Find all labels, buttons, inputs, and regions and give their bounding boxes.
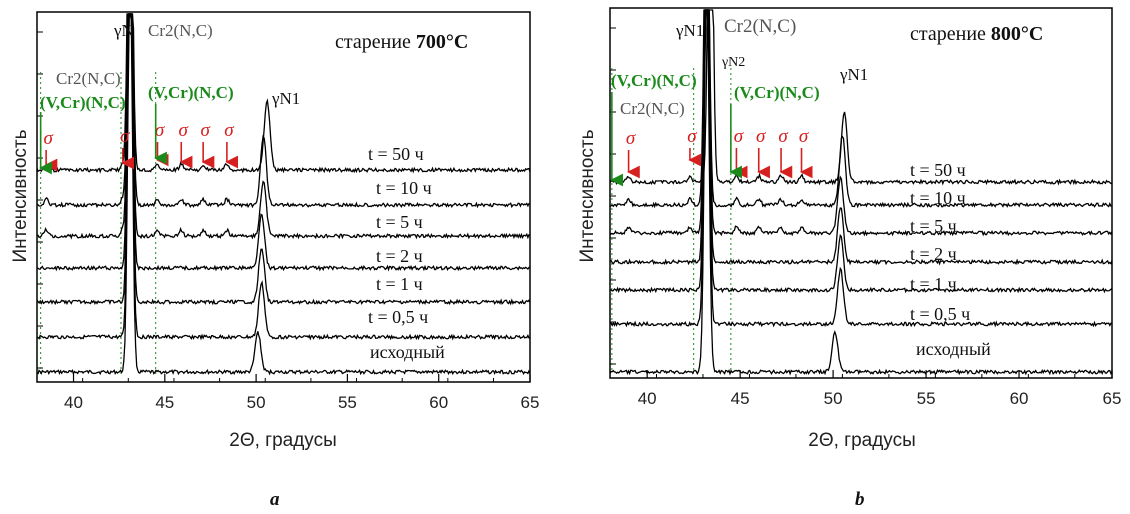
cr2nc-top-label: Cr2(N,C) (148, 21, 213, 40)
sigma-label: σ (224, 120, 234, 141)
sigma-label: σ (626, 128, 636, 149)
x-tick-label: 60 (429, 393, 448, 412)
series-label: исходный (916, 339, 991, 359)
gamma-n2-label: γN2 (721, 55, 745, 70)
x-tick-label: 55 (917, 389, 936, 408)
series-line (36, 13, 530, 341)
series-label: t = 5 ч (376, 212, 423, 232)
sigma-label: σ (120, 126, 130, 147)
series-line (36, 13, 531, 272)
y-axis-label: Интенсивность (577, 129, 598, 262)
x-axis-label: 2Θ, градусы (229, 430, 337, 451)
x-tick-label: 55 (338, 393, 357, 412)
y-axis-label: Интенсивность (10, 129, 31, 262)
cr2nc-left-label: Cr2(N,C) (56, 69, 121, 88)
sigma-label: σ (179, 120, 189, 141)
sigma-label: σ (799, 126, 809, 147)
vcrnc-left-label: (V,Cr)(N,C) (611, 71, 697, 90)
gamma-n1-top-label: γN1 (675, 21, 704, 40)
series-line (609, 9, 1113, 266)
chart-title: старение 700°C (335, 31, 468, 53)
series-label: t = 50 ч (368, 144, 424, 164)
series-label: t = 2 ч (376, 246, 423, 266)
series-line (36, 13, 531, 240)
gamma-n1-label: γN1 (271, 89, 300, 108)
x-tick-label: 65 (521, 393, 540, 412)
x-tick-label: 45 (155, 393, 174, 412)
series-label: t = 10 ч (376, 178, 432, 198)
title-value: 700°C (416, 31, 468, 53)
chart-title: старение 800°C (910, 23, 1043, 45)
sigma-label: σ (155, 120, 165, 141)
sigma-label: σ (200, 120, 210, 141)
y-ticks (610, 27, 616, 365)
gamma-n-label: γN (113, 21, 134, 40)
x-tick-label: 45 (731, 389, 750, 408)
series-line (36, 13, 531, 376)
series-labels: исходный t = 0,5 ч t = 1 ч t = 2 ч t = 5 ч t … (368, 144, 445, 362)
series-label: t = 0,5 ч (910, 304, 970, 324)
series-line (36, 13, 531, 209)
x-tick-labels: 40 45 50 55 60 65 (64, 393, 539, 412)
plot-frame (36, 11, 531, 383)
cr2nc-left-label: Cr2(N,C) (620, 99, 685, 118)
sigma-label: σ (43, 128, 53, 149)
vcrnc-right-label: (V,Cr)(N,C) (734, 83, 820, 102)
x-tick-label: 40 (64, 393, 83, 412)
series-label: t = 2 ч (910, 244, 957, 264)
series-label: t = 1 ч (910, 274, 957, 294)
series-label: t = 0,5 ч (368, 307, 428, 327)
panel-label: a (270, 489, 280, 510)
gamma-n1-label: γN1 (839, 65, 868, 84)
x-tick-label: 65 (1103, 389, 1122, 408)
panel-label: b (855, 489, 865, 510)
x-tick-label: 60 (1010, 389, 1029, 408)
series-label: исходный (370, 342, 445, 362)
sigma-label: σ (734, 126, 744, 147)
curves (36, 13, 531, 376)
x-tick-label: 50 (247, 393, 266, 412)
series-line (609, 9, 1113, 294)
plot-frame (609, 7, 1113, 379)
series-label: t = 10 ч (910, 188, 966, 208)
curves (609, 9, 1113, 376)
series-label: t = 50 ч (910, 160, 966, 180)
title-prefix: старение (335, 31, 416, 53)
series-line (609, 9, 1112, 186)
x-ticks (36, 374, 531, 382)
title-value: 800°C (991, 23, 1043, 45)
cr2nc-top-label: Cr2(N,C) (724, 16, 796, 37)
series-label: t = 1 ч (376, 274, 423, 294)
series-line (609, 9, 1113, 237)
series-labels: исходный t = 0,5 ч t = 1 ч t = 2 ч t = 5 ч t … (910, 160, 991, 359)
x-axis-label: 2Θ, градусы (808, 430, 916, 451)
vcrnc-right-label: (V,Cr)(N,C) (148, 83, 234, 102)
title-prefix: старение (910, 23, 991, 45)
x-tick-labels: 40 45 50 55 60 65 (638, 389, 1122, 408)
x-tick-label: 50 (824, 389, 843, 408)
y-ticks (37, 31, 43, 369)
series-line (36, 13, 531, 174)
series-line (609, 9, 1113, 376)
sigma-label: σ (756, 126, 766, 147)
sigma-label: σ (778, 126, 788, 147)
sigma-label: σ (687, 126, 697, 147)
series-line (609, 9, 1113, 209)
series-label: t = 5 ч (910, 216, 957, 236)
x-tick-label: 40 (638, 389, 657, 408)
vcrnc-left-label: (V,Cr)(N,C) (40, 93, 126, 112)
dotted-lines (40, 72, 157, 374)
series-line (609, 9, 1113, 328)
series-line (36, 13, 531, 306)
